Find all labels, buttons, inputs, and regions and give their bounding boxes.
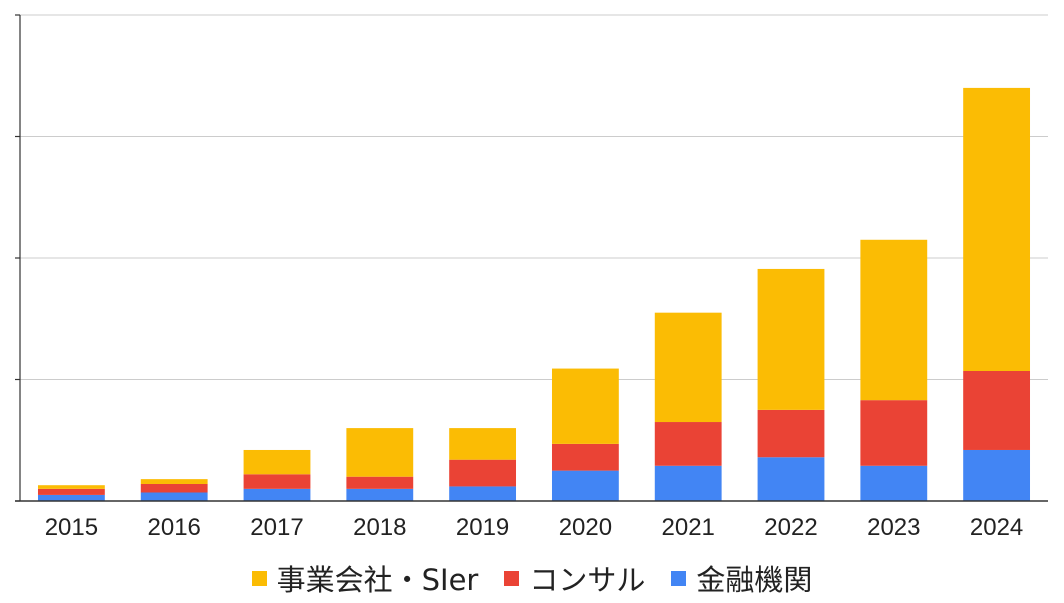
legend-item-series-consulting: コンサル <box>504 557 645 599</box>
stacked-bar-chart: 2015 2016 2017 2018 2019 2020 2021 2022 2023 2024 <box>15 14 1048 541</box>
legend-swatch <box>671 570 687 586</box>
x-tick-label: 2019 <box>456 514 509 541</box>
bar-2017-series-consulting <box>243 474 311 489</box>
legend-swatch <box>251 570 267 586</box>
bar-2018-series-financial <box>346 488 414 501</box>
bar-2019-series-financial <box>449 486 517 501</box>
legend-swatch <box>504 570 520 586</box>
legend-label: 事業会社・SIer <box>276 563 479 597</box>
x-tick-labels: 2015 2016 2017 2018 2019 2020 2021 2022 2023 2024 <box>45 514 1024 541</box>
bar-2020-series-business-sier <box>551 368 619 444</box>
bar-2022-series-business-sier <box>757 268 825 410</box>
bar-2018-series-consulting <box>346 476 414 489</box>
bar-2023-series-business-sier <box>860 239 928 401</box>
bar-2021-series-consulting <box>654 422 722 466</box>
bar-2021-series-business-sier <box>654 312 722 423</box>
bar-2022-series-financial <box>757 457 825 501</box>
bar-2019-series-business-sier <box>449 428 517 460</box>
x-tick-label: 2023 <box>867 514 920 541</box>
bar-2023-series-financial <box>860 465 928 501</box>
x-tick-label: 2016 <box>148 514 201 541</box>
x-tick-label: 2018 <box>353 514 406 541</box>
legend-label: 金融機関 <box>696 563 813 597</box>
bar-2024-series-consulting <box>963 370 1031 450</box>
x-tick-label: 2017 <box>250 514 303 541</box>
bar-2017-series-business-sier <box>243 449 311 475</box>
bar-2021-series-financial <box>654 465 722 501</box>
x-tick-label: 2024 <box>970 514 1023 541</box>
x-tick-label: 2020 <box>559 514 612 541</box>
bar-2016-series-financial <box>140 492 208 501</box>
bar-2020-series-financial <box>551 470 619 501</box>
bar-2024-series-financial <box>963 449 1031 501</box>
legend: 事業会社・SIer コンサル 金融機関 <box>0 556 1064 600</box>
bar-2015-series-business-sier <box>37 485 105 489</box>
x-tick-label: 2015 <box>45 514 98 541</box>
bar-2016-series-business-sier <box>140 479 208 484</box>
bar-2018-series-business-sier <box>346 428 414 477</box>
axes <box>15 14 1048 502</box>
bar-2024-series-business-sier <box>963 87 1031 371</box>
x-tick-label: 2022 <box>764 514 817 541</box>
bar-2022-series-consulting <box>757 409 825 458</box>
legend-label: コンサル <box>529 563 646 597</box>
bar-2016-series-consulting <box>140 483 208 493</box>
legend-item-series-business-sier: 事業会社・SIer <box>251 557 479 599</box>
bar-2019-series-consulting <box>449 459 517 487</box>
bar-2015-series-financial <box>37 494 105 501</box>
bar-2023-series-consulting <box>860 400 928 466</box>
bar-2020-series-consulting <box>551 443 619 471</box>
legend-item-series-financial: 金融機関 <box>671 557 812 599</box>
bars <box>37 87 1031 501</box>
bar-2015-series-consulting <box>37 488 105 495</box>
bar-2017-series-financial <box>243 488 311 501</box>
x-tick-label: 2021 <box>662 514 715 541</box>
